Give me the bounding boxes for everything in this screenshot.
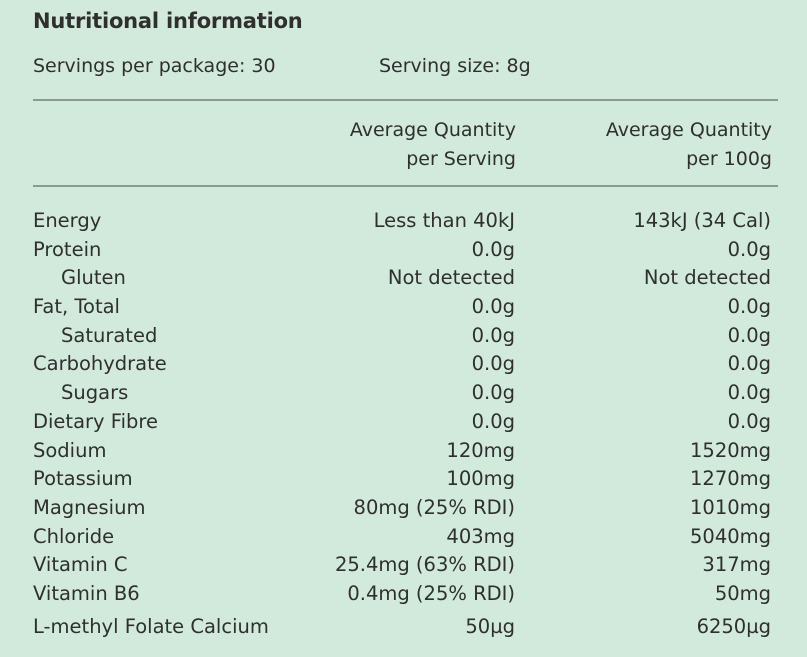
table-row: Protein 0.0g 0.0g	[33, 236, 773, 265]
table-row: Energy Less than 40kJ 143kJ (34 Cal)	[33, 207, 773, 236]
table-row: Vitamin B6 0.4mg (25% RDI) 50mg	[33, 580, 773, 609]
table-row: L-methyl Folate Calcium 50µg 6250µg	[33, 613, 773, 642]
table-row: Saturated 0.0g 0.0g	[33, 322, 773, 351]
column-header-per-serving: Average Quantity per Serving	[350, 116, 516, 174]
table-row: Chloride 403mg 5040mg	[33, 523, 773, 552]
per-serving-value: Less than 40kJ	[373, 209, 515, 232]
per-100g-value: 5040mg	[690, 524, 771, 548]
table-row: Carbohydrate 0.0g 0.0g	[33, 350, 773, 379]
table-row: Fat, Total 0.0g 0.0g	[33, 293, 773, 322]
table-row: Vitamin C 25.4mg (63% RDI) 317mg	[33, 551, 773, 580]
per-serving-value: 120mg	[446, 438, 515, 462]
nutrient-name: Dietary Fibre	[33, 409, 158, 433]
per-100g-value: 143kJ (34 Cal)	[633, 209, 771, 232]
panel-title: Nutritional information	[33, 9, 303, 33]
nutrient-name: Vitamin B6	[33, 581, 140, 605]
per-100g-value: 0.0g	[727, 237, 771, 261]
per-100g-value: 50mg	[714, 581, 771, 605]
per-100g-value: 0.0g	[727, 295, 771, 319]
per-100g-value: 0.0g	[727, 323, 771, 347]
nutrient-name: Fat, Total	[33, 295, 120, 319]
column-header-line: Average Quantity	[605, 119, 772, 141]
per-100g-value: 1520mg	[690, 438, 771, 462]
table-row: Sodium 120mg 1520mg	[33, 437, 773, 466]
column-header-line: per 100g	[686, 148, 772, 170]
per-100g-value: 0.0g	[727, 352, 771, 376]
per-100g-value: 1270mg	[690, 467, 771, 491]
per-serving-value: 0.0g	[471, 323, 515, 347]
nutrient-name: Magnesium	[33, 495, 146, 519]
column-header-line: per Serving	[406, 148, 516, 170]
per-serving-value: 25.4mg (63% RDI)	[334, 553, 515, 577]
nutrient-name: Vitamin C	[33, 553, 128, 577]
nutrient-name: Sodium	[33, 438, 107, 462]
nutrient-name: Chloride	[33, 524, 115, 548]
table-row: Potassium 100mg 1270mg	[33, 465, 773, 494]
table-row: Dietary Fibre 0.0g 0.0g	[33, 408, 773, 437]
per-100g-value: 0.0g	[727, 409, 771, 433]
per-serving-value: 100mg	[446, 467, 515, 491]
table-row: Gluten Not detected Not detected	[33, 264, 773, 293]
column-header-line: Average Quantity	[349, 119, 516, 141]
divider-top	[33, 99, 778, 101]
nutrient-name: Sugars	[61, 381, 129, 405]
nutrient-name: Protein	[33, 237, 102, 261]
table-row: Sugars 0.0g 0.0g	[33, 379, 773, 408]
servings-per-package: Servings per package: 30	[33, 55, 276, 77]
per-100g-value: 0.0g	[727, 381, 771, 405]
per-serving-value: 80mg (25% RDI)	[353, 495, 515, 519]
nutrient-name: Saturated	[61, 323, 158, 347]
per-100g-value: 1010mg	[690, 495, 771, 519]
per-serving-value: 0.0g	[471, 409, 515, 433]
per-serving-value: 0.0g	[471, 237, 515, 261]
per-100g-value: 317mg	[702, 553, 771, 577]
nutrient-name: Potassium	[33, 467, 133, 491]
serving-size: Serving size: 8g	[379, 55, 531, 77]
per-serving-value: Not detected	[387, 266, 515, 290]
nutrient-name: Carbohydrate	[33, 352, 167, 376]
nutrition-table: Energy Less than 40kJ 143kJ (34 Cal) Pro…	[33, 207, 773, 641]
per-100g-value: Not detected	[643, 266, 771, 290]
per-100g-value: 6250µg	[696, 614, 771, 638]
divider-header	[33, 185, 778, 187]
per-serving-value: 50µg	[465, 614, 515, 638]
per-serving-value: 0.4mg (25% RDI)	[347, 581, 515, 605]
column-header-per-100g: Average Quantity per 100g	[606, 116, 772, 174]
per-serving-value: 0.0g	[471, 295, 515, 319]
table-row: Magnesium 80mg (25% RDI) 1010mg	[33, 494, 773, 523]
nutrient-name: Gluten	[61, 266, 126, 290]
per-serving-value: 0.0g	[471, 381, 515, 405]
nutrient-name: L-methyl Folate Calcium	[33, 614, 269, 638]
per-serving-value: 0.0g	[471, 352, 515, 376]
per-serving-value: 403mg	[446, 524, 515, 548]
nutrient-name: Energy	[33, 209, 102, 232]
